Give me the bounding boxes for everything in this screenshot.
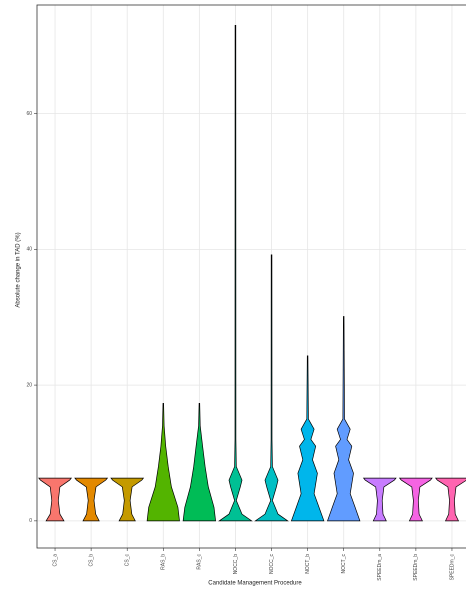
y-tick-label: 0	[29, 518, 32, 524]
violin	[434, 477, 466, 522]
x-tick-label: RAS_b	[161, 554, 167, 570]
y-tick-label: 40	[26, 247, 32, 253]
x-tick-label: CS_c	[125, 554, 131, 567]
y-axis-label: Absolute change in TAD (%)	[16, 232, 22, 307]
y-tick-label: 20	[26, 382, 32, 388]
plot-frame	[36, 4, 466, 549]
x-tick-label: CS_a	[52, 554, 58, 567]
x-axis-label: Candidate Management Procedure	[208, 581, 302, 587]
x-tick-label: SPEEDm_a	[377, 554, 383, 581]
x-tick-label: NOCC_b	[233, 554, 239, 575]
violin	[290, 355, 325, 522]
x-tick-label: RAS_c	[197, 554, 203, 570]
violin	[362, 477, 397, 522]
violin	[398, 477, 433, 522]
violin	[327, 316, 361, 522]
x-tick-label: SPEEDm_c	[449, 554, 455, 581]
violin	[182, 403, 216, 522]
violin	[218, 25, 253, 522]
x-tick-label: NOCC_c	[269, 554, 275, 575]
x-tick-label: CS_b	[88, 554, 94, 567]
violin	[38, 477, 73, 522]
x-tick-label: NOCT_b	[305, 554, 311, 574]
violin	[110, 477, 145, 522]
y-tick-label: 60	[26, 111, 32, 117]
x-tick-label: NOCT_c	[341, 554, 347, 574]
violin	[146, 403, 180, 522]
violin	[254, 254, 289, 522]
violin	[74, 477, 109, 522]
x-tick-label: SPEEDm_b	[413, 554, 419, 581]
